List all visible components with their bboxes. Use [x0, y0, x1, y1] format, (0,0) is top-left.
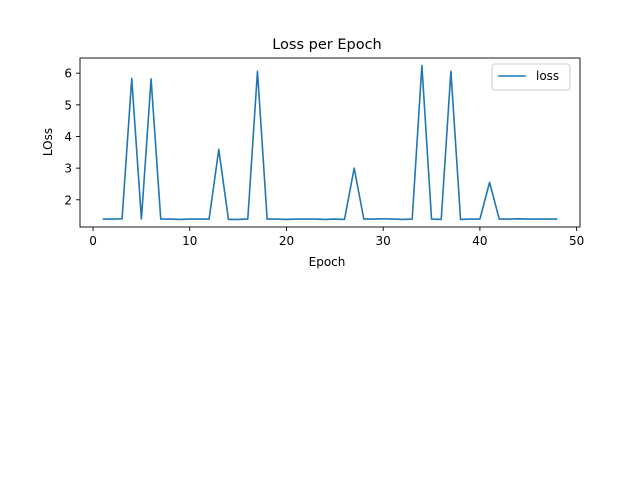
- x-tick-label: 50: [569, 234, 584, 248]
- x-tick-label: 0: [89, 234, 97, 248]
- y-tick-label: 5: [64, 98, 72, 112]
- plot-frame: [79, 57, 581, 228]
- legend: loss: [491, 63, 571, 91]
- x-tick-label: 20: [279, 234, 294, 248]
- chart-title: Loss per Epoch: [272, 37, 382, 53]
- x-tick-label: 10: [182, 234, 197, 248]
- legend-label-loss: loss: [536, 69, 559, 83]
- y-tick-label: 2: [64, 193, 72, 207]
- y-tick-label: 3: [64, 162, 72, 176]
- y-tick-label: 4: [64, 130, 72, 144]
- x-tick-label: 40: [472, 234, 487, 248]
- x-axis-label: Epoch: [309, 255, 346, 269]
- y-tick-label: 6: [64, 67, 72, 81]
- series-line-loss: [102, 64, 558, 221]
- legend-box: [491, 63, 571, 91]
- x-tick-label: 30: [376, 234, 391, 248]
- y-axis-label: LOss: [41, 128, 55, 156]
